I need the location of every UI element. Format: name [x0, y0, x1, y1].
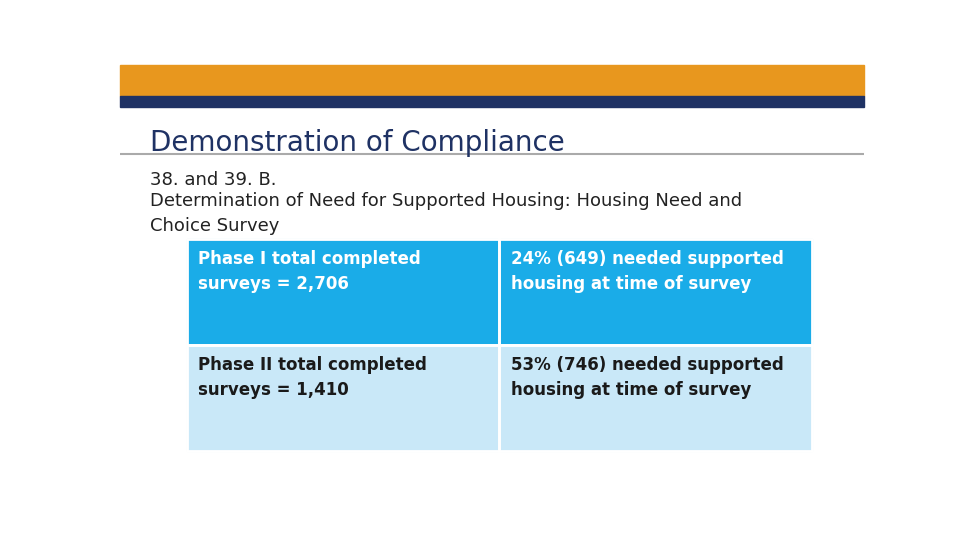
- Text: Determination of Need for Supported Housing: Housing Need and
Choice Survey: Determination of Need for Supported Hous…: [150, 192, 742, 234]
- Bar: [499, 239, 812, 346]
- Bar: [120, 65, 864, 96]
- Bar: [499, 346, 812, 451]
- Text: Phase I total completed
surveys = 2,706: Phase I total completed surveys = 2,706: [198, 250, 420, 293]
- Bar: [187, 346, 499, 451]
- Bar: [120, 96, 864, 107]
- Text: Phase II total completed
surveys = 1,410: Phase II total completed surveys = 1,410: [198, 356, 427, 399]
- Text: 24% (649) needed supported
housing at time of survey: 24% (649) needed supported housing at ti…: [511, 250, 783, 293]
- Bar: [499, 346, 812, 451]
- Text: 38. and 39. B.: 38. and 39. B.: [150, 171, 276, 189]
- Bar: [187, 239, 499, 346]
- Bar: [187, 346, 499, 451]
- Text: 53% (746) needed supported
housing at time of survey: 53% (746) needed supported housing at ti…: [511, 356, 783, 399]
- Bar: [499, 239, 812, 346]
- Text: Demonstration of Compliance: Demonstration of Compliance: [150, 129, 564, 157]
- Bar: [187, 239, 499, 346]
